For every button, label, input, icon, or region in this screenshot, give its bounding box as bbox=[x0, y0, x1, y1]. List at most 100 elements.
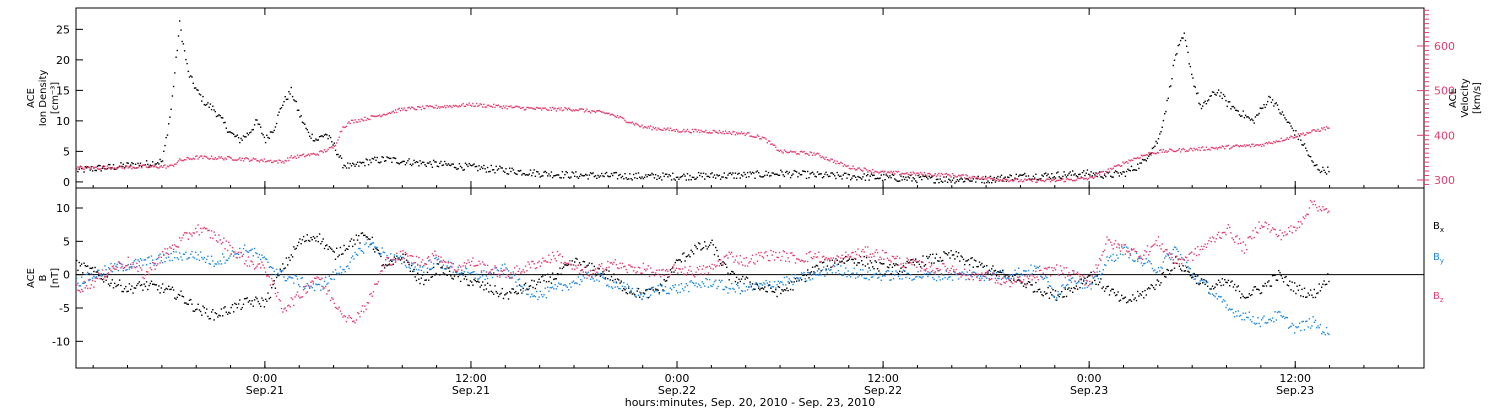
bx-point bbox=[926, 255, 928, 258]
bz-point bbox=[493, 272, 495, 274]
bz-point bbox=[235, 256, 237, 259]
velocity-point bbox=[690, 132, 692, 134]
by-point bbox=[927, 275, 929, 278]
by-point bbox=[746, 289, 749, 291]
ion-density-point bbox=[440, 160, 442, 163]
bx-point bbox=[105, 279, 107, 281]
ion-density-point bbox=[1257, 114, 1259, 116]
velocity-point bbox=[1172, 150, 1174, 153]
ion-density-point bbox=[967, 178, 970, 181]
bz-point bbox=[426, 257, 429, 259]
velocity-point bbox=[700, 129, 702, 132]
ion-density-point bbox=[312, 140, 315, 142]
ion-density-point bbox=[274, 126, 277, 128]
by-point bbox=[246, 251, 248, 253]
bx-point bbox=[166, 288, 169, 290]
bx-point bbox=[935, 253, 938, 255]
ion-density-point bbox=[693, 176, 695, 179]
ion-density-point bbox=[935, 178, 938, 181]
bx-point bbox=[132, 292, 134, 294]
bx-point bbox=[1260, 292, 1263, 294]
bx-point bbox=[153, 283, 155, 285]
ion-density-point bbox=[804, 170, 806, 173]
bx-point bbox=[803, 274, 805, 276]
ion-density-point bbox=[603, 175, 605, 178]
by-point bbox=[138, 260, 140, 263]
by-point bbox=[312, 283, 315, 285]
bx-point bbox=[96, 271, 99, 273]
velocity-point bbox=[1242, 145, 1244, 147]
velocity-point bbox=[473, 105, 475, 108]
velocity-point bbox=[306, 154, 308, 156]
by-point bbox=[1302, 320, 1304, 323]
bz-point bbox=[209, 237, 212, 239]
bz-point bbox=[285, 310, 288, 312]
bx-point bbox=[122, 290, 124, 293]
by-point bbox=[646, 296, 648, 299]
bx-point bbox=[1035, 281, 1037, 284]
bx-point bbox=[843, 262, 846, 264]
by-point bbox=[543, 294, 545, 296]
ion-density-point bbox=[1156, 142, 1158, 144]
by-point bbox=[556, 285, 559, 288]
ion-density-point bbox=[668, 174, 670, 176]
bz-point bbox=[663, 274, 665, 276]
velocity-point bbox=[932, 175, 934, 177]
velocity-point bbox=[613, 114, 615, 116]
bx-point bbox=[516, 293, 518, 295]
velocity-point bbox=[574, 110, 576, 112]
bx-point bbox=[355, 234, 358, 236]
by-point bbox=[191, 250, 193, 253]
ion-density-point bbox=[696, 176, 698, 179]
bx-point bbox=[385, 263, 387, 266]
velocity-point bbox=[704, 131, 706, 133]
ion-density-point bbox=[1107, 172, 1109, 174]
bz-point bbox=[884, 252, 886, 254]
bz-point bbox=[553, 255, 555, 257]
by-point bbox=[467, 271, 469, 273]
velocity-point bbox=[193, 158, 196, 160]
bz-point bbox=[543, 260, 545, 262]
velocity-point bbox=[462, 102, 464, 105]
ion-density-point bbox=[1200, 107, 1203, 110]
by-point bbox=[1165, 255, 1167, 257]
velocity-point bbox=[246, 157, 248, 159]
ion-density-point bbox=[1227, 101, 1230, 103]
ion-density-point bbox=[740, 174, 743, 176]
ion-density-point bbox=[850, 179, 852, 181]
bz-point bbox=[472, 257, 474, 259]
by-point bbox=[1248, 311, 1250, 313]
bx-point bbox=[1075, 285, 1078, 287]
velocity-point bbox=[500, 106, 502, 108]
ion-density-point bbox=[322, 136, 324, 138]
bz-point bbox=[948, 272, 950, 274]
bx-point bbox=[323, 247, 326, 250]
bz-point bbox=[937, 267, 939, 270]
ion-density-point bbox=[399, 162, 402, 164]
bx-point bbox=[379, 252, 381, 255]
by-point bbox=[171, 259, 174, 262]
by-point bbox=[345, 265, 348, 268]
ion-density-point bbox=[1297, 138, 1300, 141]
bz-point bbox=[104, 275, 106, 277]
bx-point bbox=[643, 292, 646, 295]
by-point bbox=[210, 255, 213, 257]
velocity-point bbox=[759, 138, 761, 140]
by-point bbox=[1178, 258, 1181, 260]
by-point bbox=[524, 289, 527, 291]
bx-point bbox=[187, 303, 189, 305]
ion-density-point bbox=[1314, 164, 1317, 167]
by-point bbox=[485, 275, 488, 277]
by-point bbox=[363, 252, 365, 254]
bz-point bbox=[841, 254, 843, 256]
bz-point bbox=[515, 273, 517, 275]
ion-density-point bbox=[1065, 176, 1068, 178]
bx-point bbox=[293, 246, 295, 248]
bottom-left-axis-title-line-2: B bbox=[38, 274, 49, 281]
top-left-axis-title-line-1: ACE bbox=[26, 88, 37, 108]
bx-point bbox=[258, 303, 261, 305]
by-point bbox=[932, 276, 934, 279]
velocity-point bbox=[829, 160, 831, 162]
velocity-point bbox=[915, 174, 917, 176]
ion-density-point bbox=[711, 172, 713, 174]
